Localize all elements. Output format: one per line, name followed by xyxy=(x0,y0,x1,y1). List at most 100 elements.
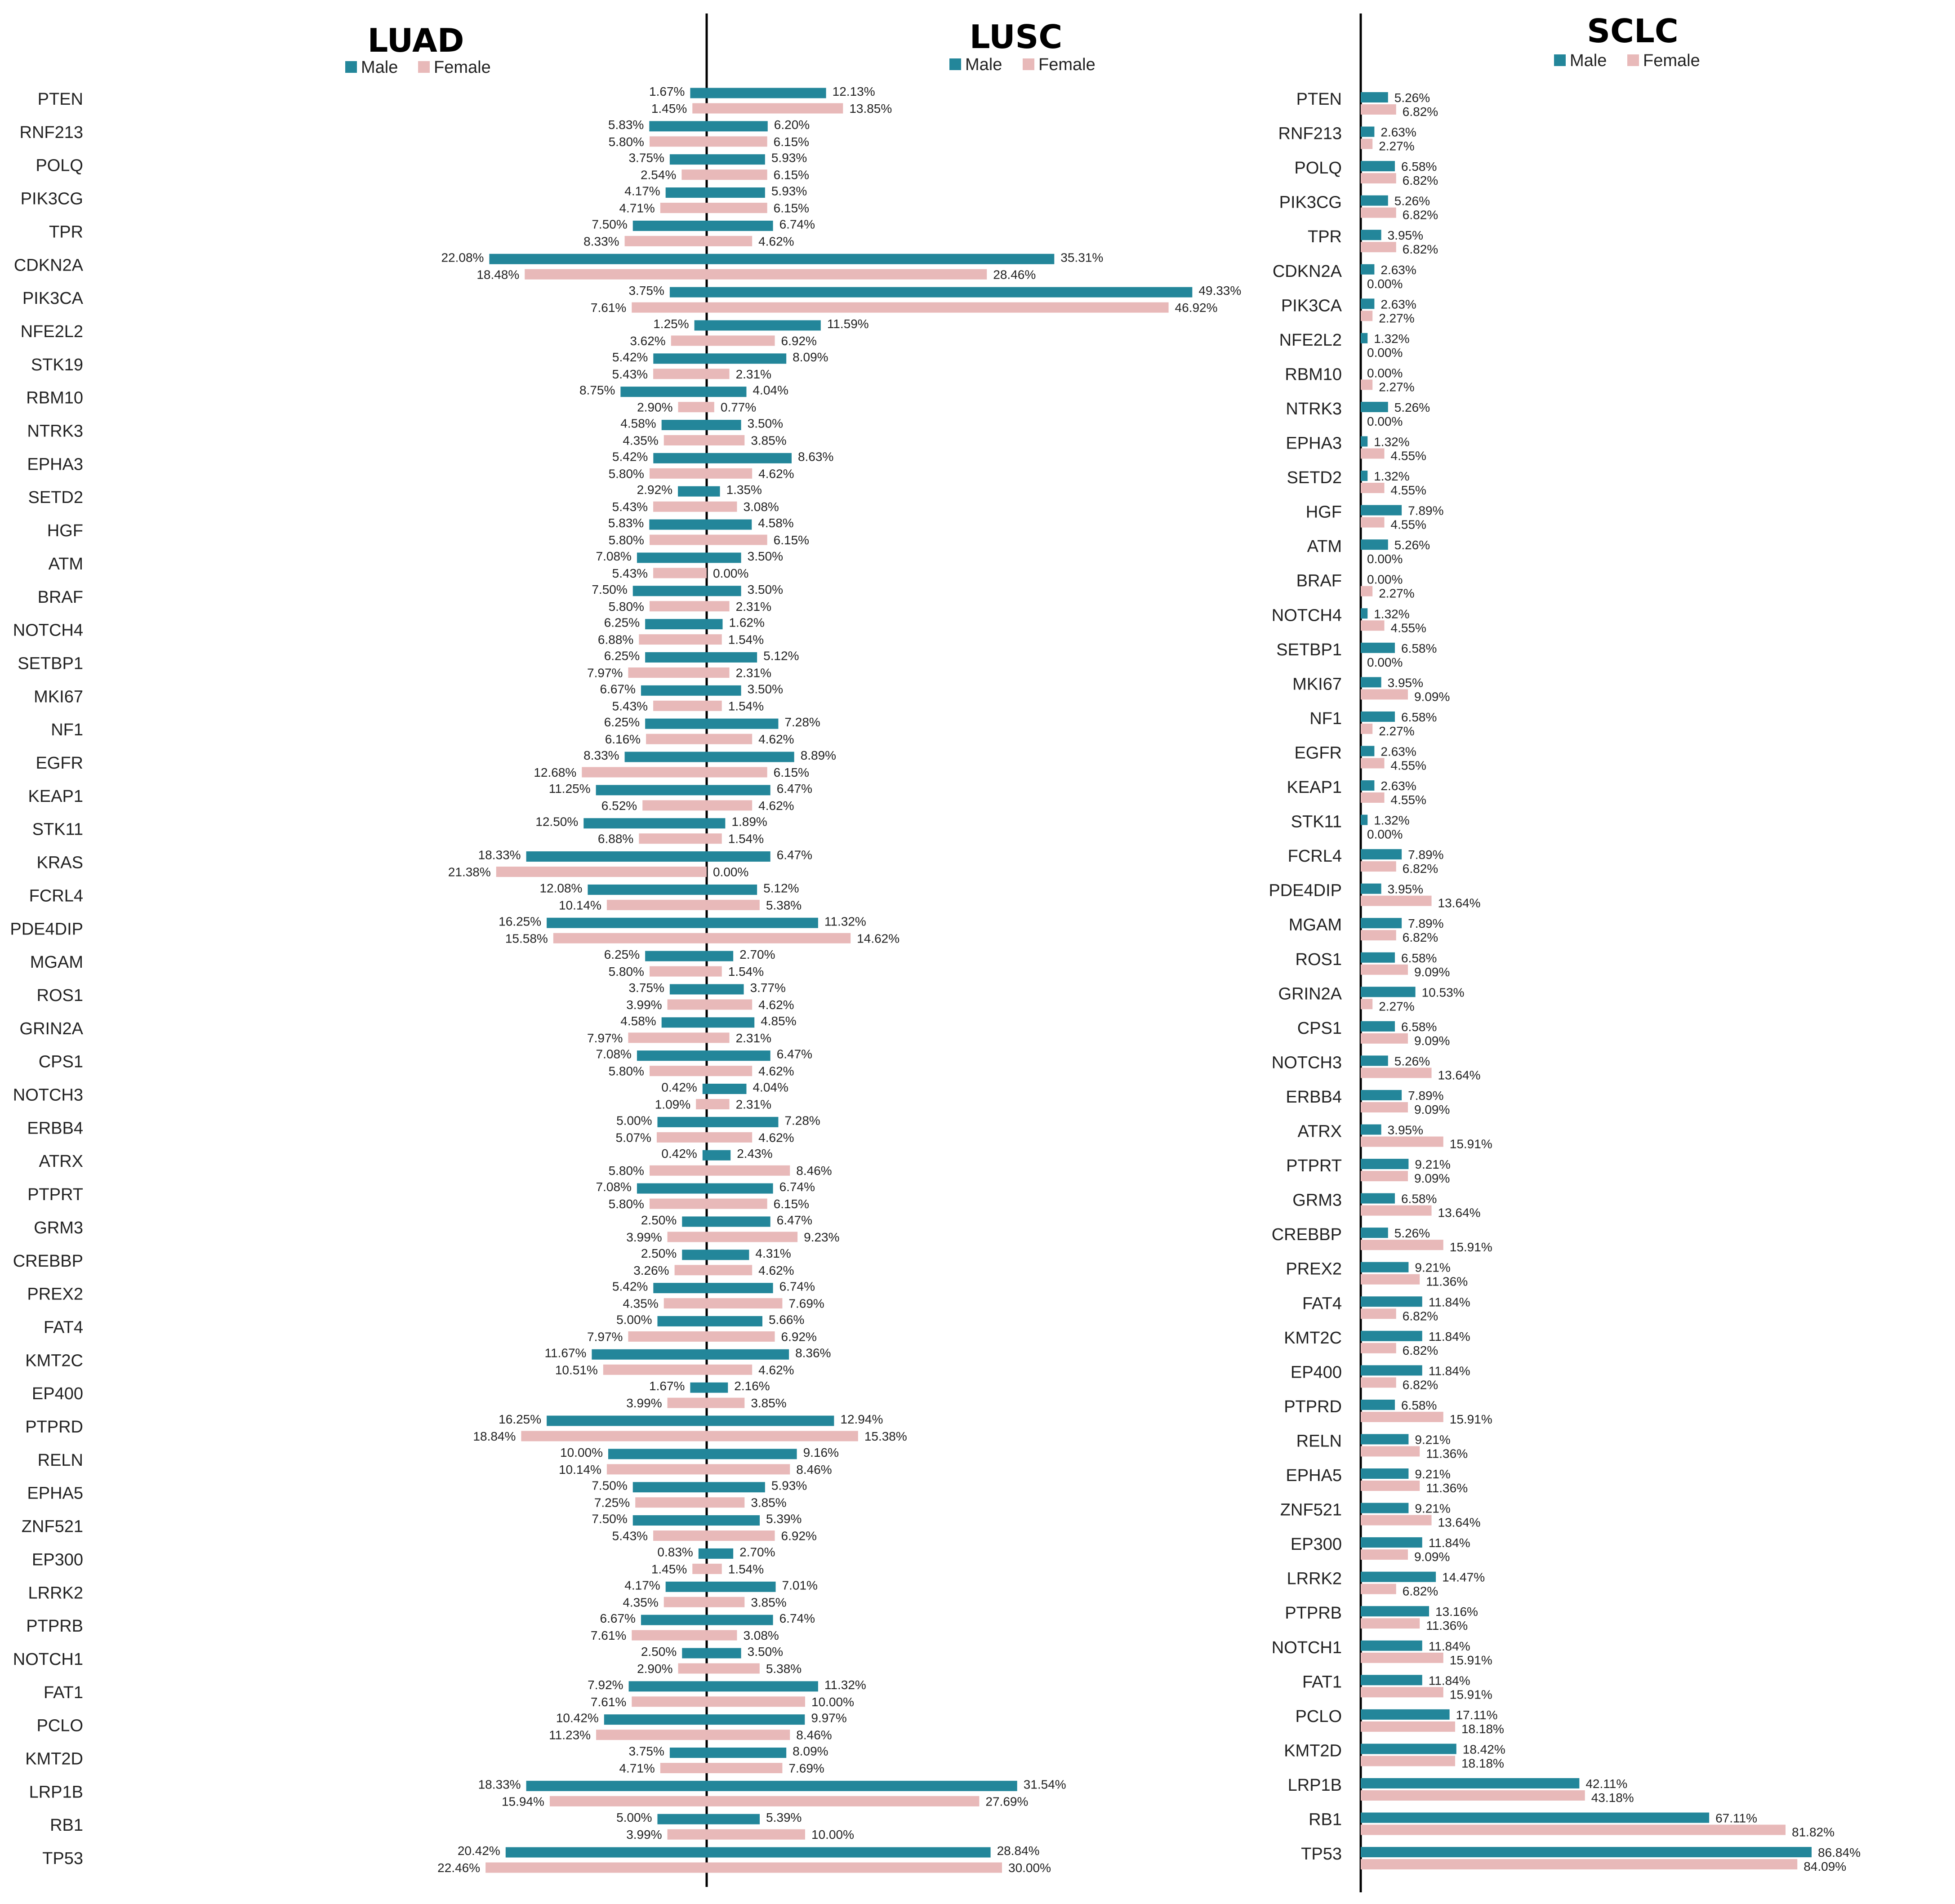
gene-label: ATM xyxy=(49,555,83,574)
luad-male-bar xyxy=(583,818,707,829)
luad-female-value: 18.84% xyxy=(473,1429,516,1443)
sclc-male-value: 67.11% xyxy=(1715,1811,1757,1825)
lusc-male-bar xyxy=(707,453,792,463)
luad-female-bar xyxy=(649,534,707,545)
luad-lusc-rows: PTEN 1.67% 1.45% 12.13% 13.85% RNF213 5.83% 5.8… xyxy=(10,85,1241,1875)
sclc-female-value: 43.18% xyxy=(1591,1791,1634,1805)
luad-female-bar xyxy=(649,468,707,479)
luad-male-bar xyxy=(637,552,707,563)
sclc-female-bar xyxy=(1361,104,1396,115)
luad-female-bar xyxy=(653,1530,707,1541)
luad-male-value: 7.92% xyxy=(588,1678,623,1692)
sclc-male-bar xyxy=(1361,677,1381,688)
sclc-male-value: 1.32% xyxy=(1374,814,1409,827)
sclc-row: CPS1 6.58%9.09% xyxy=(1297,1019,1450,1048)
lusc-male-value: 1.35% xyxy=(726,483,762,497)
sclc-gene-label: PIK3CG xyxy=(1279,193,1342,212)
luad-lusc-row: BRAF 7.50% 5.80% 3.50% 2.31% xyxy=(38,583,783,614)
luad-female-bar xyxy=(632,1696,707,1707)
sclc-male-value: 17.11% xyxy=(1456,1708,1498,1722)
sclc-female-value: 2.27% xyxy=(1379,999,1414,1013)
luad-male-bar xyxy=(682,1648,707,1659)
luad-lusc-row: GRIN2A 4.58% 7.97% 4.85% 2.31% xyxy=(20,1014,797,1045)
lusc-male-bar xyxy=(707,1780,1017,1791)
sclc-female-value: 13.64% xyxy=(1438,1516,1481,1530)
sclc-male-value: 2.63% xyxy=(1381,297,1416,311)
lusc-female-bar xyxy=(707,734,753,744)
sclc-gene-label: PTPRT xyxy=(1286,1157,1342,1175)
luad-female-bar xyxy=(632,1630,707,1641)
sclc-row: TP53 86.84%84.09% xyxy=(1301,1845,1861,1873)
lusc-male-bar xyxy=(707,320,821,331)
sclc-male-bar xyxy=(1361,1021,1395,1032)
gene-label: KMT2C xyxy=(25,1351,83,1370)
sclc-male-bar xyxy=(1361,1090,1402,1100)
sclc-row: NOTCH1 11.84%15.91% xyxy=(1272,1638,1492,1667)
sclc-male-bar xyxy=(1361,987,1416,997)
luad-lusc-row: CREBBP 2.50% 3.26% 4.31% 4.62% xyxy=(13,1246,794,1277)
luad-male-bar xyxy=(632,220,707,231)
luad-male-value: 5.00% xyxy=(616,1113,652,1127)
luad-female-bar xyxy=(649,601,707,612)
lusc-male-value: 5.93% xyxy=(771,1479,807,1493)
sclc-row: RELN 9.21%11.36% xyxy=(1296,1432,1468,1460)
sclc-female-bar xyxy=(1361,311,1373,321)
sclc-gene-label: FCRL4 xyxy=(1288,847,1342,866)
luad-male-bar xyxy=(588,884,707,895)
lusc-male-bar xyxy=(707,1615,773,1625)
luad-female-bar xyxy=(667,1397,707,1408)
luad-lusc-row: PIK3CG 4.17% 4.71% 5.93% 6.15% xyxy=(21,184,809,215)
lusc-female-value: 10.00% xyxy=(811,1828,854,1842)
luad-male-value: 10.00% xyxy=(560,1446,603,1459)
sclc-row: FAT4 11.84%6.82% xyxy=(1302,1294,1470,1323)
lusc-male-value: 6.47% xyxy=(777,1213,812,1227)
lusc-male-value: 6.47% xyxy=(777,782,812,796)
luad-female-bar xyxy=(596,1730,707,1740)
sclc-gene-label: NOTCH3 xyxy=(1272,1053,1342,1072)
luad-male-value: 6.25% xyxy=(604,616,640,630)
sclc-male-bar xyxy=(1361,746,1375,756)
luad-male-value: 2.50% xyxy=(641,1213,677,1227)
luad-male-bar xyxy=(661,420,707,430)
sclc-female-value: 15.91% xyxy=(1450,1653,1492,1667)
lusc-female-bar xyxy=(707,1862,1002,1873)
lusc-male-value: 8.09% xyxy=(793,1744,828,1758)
luad-legend-female-swatch xyxy=(418,61,430,73)
lusc-female-bar xyxy=(707,1796,980,1806)
sclc-female-bar xyxy=(1361,173,1396,184)
lusc-male-bar xyxy=(707,1581,776,1592)
lusc-male-bar xyxy=(707,718,779,729)
luad-female-value: 3.99% xyxy=(626,1230,662,1244)
luad-female-bar xyxy=(649,136,707,147)
sclc-gene-label: PREX2 xyxy=(1286,1260,1342,1279)
luad-lusc-row: HGF 5.83% 5.80% 4.58% 6.15% xyxy=(47,516,809,547)
gene-label: PIK3CA xyxy=(22,289,84,308)
sclc-row: SETD2 1.32%4.55% xyxy=(1287,468,1426,497)
luad-lusc-row: NTRK3 4.58% 4.35% 3.50% 3.85% xyxy=(27,417,786,448)
lusc-male-value: 3.50% xyxy=(748,417,783,431)
sclc-male-value: 6.58% xyxy=(1401,641,1437,655)
luad-male-bar xyxy=(547,1415,707,1426)
luad-male-value: 16.25% xyxy=(499,914,541,928)
sclc-male-value: 1.32% xyxy=(1374,607,1409,621)
sclc-male-value: 14.47% xyxy=(1442,1570,1485,1584)
luad-male-bar xyxy=(669,287,707,298)
sclc-male-value: 11.84% xyxy=(1429,1364,1470,1378)
sclc-female-bar xyxy=(1361,1824,1786,1835)
luad-male-value: 7.08% xyxy=(596,1180,632,1194)
lusc-male-bar xyxy=(707,818,726,829)
lusc-female-value: 1.54% xyxy=(728,832,764,846)
sclc-row: GRIN2A 10.53% 2.27% xyxy=(1278,984,1465,1013)
sclc-gene-label: POLQ xyxy=(1294,159,1342,178)
sclc-male-bar xyxy=(1361,1434,1409,1445)
gene-label: TP53 xyxy=(42,1849,83,1868)
sclc-female-value: 2.27% xyxy=(1379,139,1414,153)
sclc-row: PREX2 9.21%11.36% xyxy=(1286,1260,1468,1289)
luad-female-bar xyxy=(649,1198,707,1209)
sclc-female-value: 6.82% xyxy=(1403,862,1438,876)
gene-label: GRM3 xyxy=(34,1219,83,1237)
sclc-male-bar xyxy=(1361,264,1375,275)
lusc-female-bar xyxy=(707,1829,805,1840)
sclc-gene-label: ATRX xyxy=(1297,1122,1342,1141)
sclc-row: EPHA3 1.32%4.55% xyxy=(1286,434,1426,463)
